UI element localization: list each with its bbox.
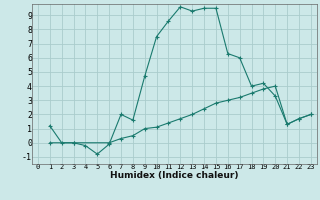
X-axis label: Humidex (Indice chaleur): Humidex (Indice chaleur) xyxy=(110,171,239,180)
